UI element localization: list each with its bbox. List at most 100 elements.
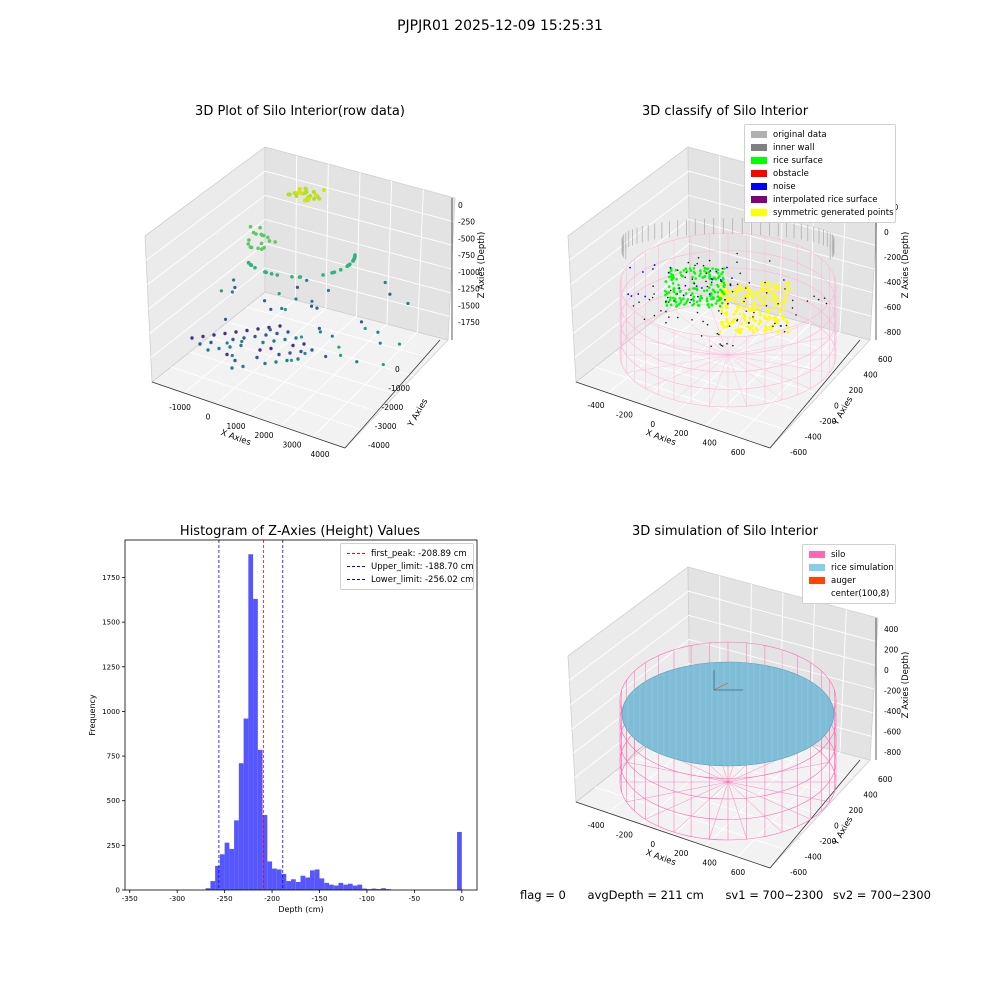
histogram-bar	[234, 820, 239, 890]
data-point	[299, 349, 303, 354]
interpolated-point	[668, 316, 670, 318]
data-point	[321, 273, 325, 277]
symmetric-point	[768, 315, 772, 319]
data-point	[247, 238, 251, 242]
data-point	[217, 346, 221, 351]
interpolated-point	[768, 260, 771, 262]
legend-swatch	[809, 577, 825, 584]
interpolated-point	[748, 322, 750, 324]
data-point	[264, 270, 268, 275]
y-tick-label: 1750	[102, 574, 120, 582]
symmetric-point	[757, 322, 761, 326]
data-point	[294, 193, 299, 198]
panel2-classified-points	[621, 218, 835, 348]
interpolated-point	[673, 300, 675, 302]
y-axis-label: Y Axies	[831, 395, 856, 428]
sv1-text: sv1 = 700~2300	[725, 888, 824, 902]
data-point	[289, 358, 294, 363]
rice-surface-point	[684, 267, 688, 271]
z-tick-label: 0	[884, 666, 889, 675]
panel4-silo-wireframe-spoke	[727, 781, 783, 833]
symmetric-point	[753, 319, 757, 323]
z-tick-label: -200	[884, 253, 901, 262]
rice-surface-point	[677, 283, 680, 287]
data-point	[212, 333, 216, 337]
interpolated-point	[718, 310, 720, 312]
data-point	[291, 343, 295, 348]
legend-label: rice surface	[773, 155, 823, 166]
y-tick-label: 400	[863, 791, 878, 800]
interpolated-point	[779, 325, 782, 327]
z-tick-label: -600	[884, 303, 901, 312]
y-tick-label: 0	[834, 822, 839, 831]
interpolated-point	[638, 301, 640, 303]
symmetric-point	[725, 297, 729, 301]
grid-line-2	[737, 189, 847, 438]
data-point	[228, 345, 232, 349]
histogram-bar	[376, 889, 382, 890]
interpolated-point	[700, 335, 703, 337]
x-tick-label: 4000	[310, 450, 329, 459]
data-point	[303, 351, 307, 356]
rice-surface-point	[714, 302, 718, 305]
symmetric-point	[777, 318, 780, 322]
data-point	[288, 351, 292, 355]
rice-surface-point	[669, 303, 673, 307]
y-tick-label: -400	[805, 433, 822, 442]
x-tick-label: 0	[460, 895, 464, 903]
legend-entry: interpolated rice surface	[751, 193, 889, 206]
data-point	[201, 334, 205, 339]
data-point	[239, 343, 243, 348]
histogram-bar	[305, 877, 311, 890]
symmetric-point	[749, 290, 753, 294]
legend-swatch	[809, 551, 825, 558]
interpolated-point	[697, 256, 700, 259]
status-line: flag = 0 avgDepth = 211 cm sv1 = 700~230…	[520, 888, 949, 902]
y-tick-label: -400	[805, 853, 822, 862]
rice-surface-point	[706, 267, 710, 270]
data-point	[275, 273, 280, 277]
noise-point	[701, 287, 703, 289]
legend-swatch	[809, 564, 825, 571]
rice-surface-point	[692, 267, 696, 270]
interpolated-point	[705, 280, 707, 283]
histogram-x-label: Depth (cm)	[278, 905, 323, 914]
data-point	[225, 352, 229, 357]
data-point	[255, 355, 259, 360]
data-point	[330, 334, 334, 338]
x-tick-label: -200	[264, 895, 280, 903]
y-tick-label: -3000	[375, 422, 397, 431]
data-point	[246, 242, 251, 246]
rice-surface-point	[689, 269, 693, 272]
rice-surface-point	[688, 267, 692, 270]
z-tick-label: -1500	[458, 301, 480, 310]
symmetric-point	[725, 325, 729, 329]
rice-surface-point	[716, 295, 720, 298]
noise-point	[724, 298, 726, 301]
data-point	[269, 346, 273, 351]
data-point	[303, 186, 308, 191]
rice-surface-point	[702, 289, 706, 293]
x-axis-label: X Axies	[644, 848, 677, 868]
legend-label: interpolated rice surface	[773, 194, 878, 205]
data-point	[317, 196, 322, 201]
z-tick-label: -400	[884, 278, 901, 287]
grid-line-4	[737, 609, 847, 858]
rice-surface-point	[707, 271, 711, 274]
auger-line	[713, 682, 729, 691]
noise-point	[637, 293, 640, 295]
rice-surface-point	[716, 268, 720, 272]
symmetric-point	[739, 289, 742, 293]
interpolated-point	[696, 311, 699, 314]
noise-point	[715, 270, 718, 273]
panel2-silo-wireframe-spoke	[727, 309, 783, 356]
interpolated-point	[765, 292, 768, 294]
data-point	[283, 307, 287, 312]
data-point	[324, 354, 328, 359]
x-tick-label: 200	[674, 849, 689, 858]
rice-surface-point	[710, 283, 713, 286]
noise-point	[709, 270, 712, 272]
histogram-bar	[352, 885, 358, 890]
rice-simulation-surface	[621, 661, 835, 767]
histogram-bar	[219, 854, 225, 890]
